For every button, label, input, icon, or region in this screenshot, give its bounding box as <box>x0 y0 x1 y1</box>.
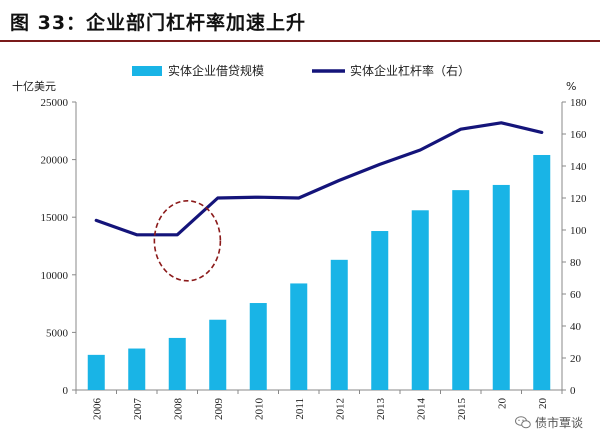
left-tick-label: 10000 <box>41 270 69 282</box>
right-tick-label: 180 <box>570 97 587 109</box>
right-axis-unit: % <box>566 80 576 93</box>
wechat-icon <box>514 416 531 429</box>
left-tick-label: 0 <box>63 385 69 397</box>
bar-series <box>87 154 551 390</box>
x-tick-label: 2006 <box>91 398 103 421</box>
x-tick-label: 2007 <box>132 398 144 421</box>
title-divider <box>0 40 600 42</box>
bar <box>87 354 105 390</box>
bar <box>249 303 267 390</box>
bar <box>411 210 429 390</box>
right-tick-label: 0 <box>570 385 576 397</box>
bar <box>209 319 227 390</box>
bar <box>128 348 146 390</box>
legend-swatch-bar <box>132 66 162 76</box>
right-tick-label: 40 <box>570 321 582 333</box>
left-tick-label: 15000 <box>41 212 69 224</box>
x-tick-label: 20 <box>537 398 549 410</box>
x-tick-label: 2015 <box>456 398 468 421</box>
bar <box>330 259 348 390</box>
x-tick-label: 2013 <box>375 398 387 421</box>
legend-label-line: 实体企业杠杆率（右） <box>350 63 470 78</box>
x-tick-label: 2010 <box>253 398 265 421</box>
bar <box>371 231 389 390</box>
bar <box>533 154 551 390</box>
x-tick-label: 2011 <box>294 398 306 420</box>
right-tick-label: 120 <box>570 193 587 205</box>
right-tick-label: 60 <box>570 289 582 301</box>
watermark-text: 债市覃谈 <box>534 416 583 430</box>
x-tick-label: 2014 <box>415 398 427 421</box>
chart-axes <box>72 101 566 394</box>
x-tick-label: 2012 <box>334 398 346 420</box>
right-tick-label: 80 <box>570 257 582 269</box>
left-tick-label: 5000 <box>46 327 69 339</box>
page-title: 图 33：企业部门杠杆率加速上升 <box>10 12 307 34</box>
bar <box>492 184 510 390</box>
left-axis-unit: 十亿美元 <box>12 79 56 93</box>
x-tick-label: 2008 <box>172 398 184 421</box>
right-tick-label: 20 <box>570 353 582 365</box>
chart-legend: 实体企业借贷规模 实体企业杠杆率（右） <box>132 63 470 78</box>
x-tick-label: 20 <box>496 398 508 410</box>
right-tick-label: 100 <box>570 225 587 237</box>
bar <box>452 190 470 390</box>
bar <box>168 337 186 390</box>
watermark: 债市覃谈 <box>511 413 586 432</box>
bar <box>290 283 308 390</box>
x-tick-label: 2009 <box>213 398 225 421</box>
tick-labels: 0 5000 10000 15000 20000 25000 0 20 40 60 80 100 120… <box>12 79 587 420</box>
right-tick-label: 140 <box>570 161 587 173</box>
chart-annotation <box>153 200 222 282</box>
leverage-line <box>94 121 544 237</box>
dashed-ellipse-annotation <box>153 200 222 282</box>
left-tick-label: 25000 <box>41 97 69 109</box>
right-tick-label: 160 <box>570 129 587 141</box>
left-tick-label: 20000 <box>41 155 69 167</box>
legend-label-bar: 实体企业借贷规模 <box>168 63 264 78</box>
line-series <box>94 121 544 237</box>
